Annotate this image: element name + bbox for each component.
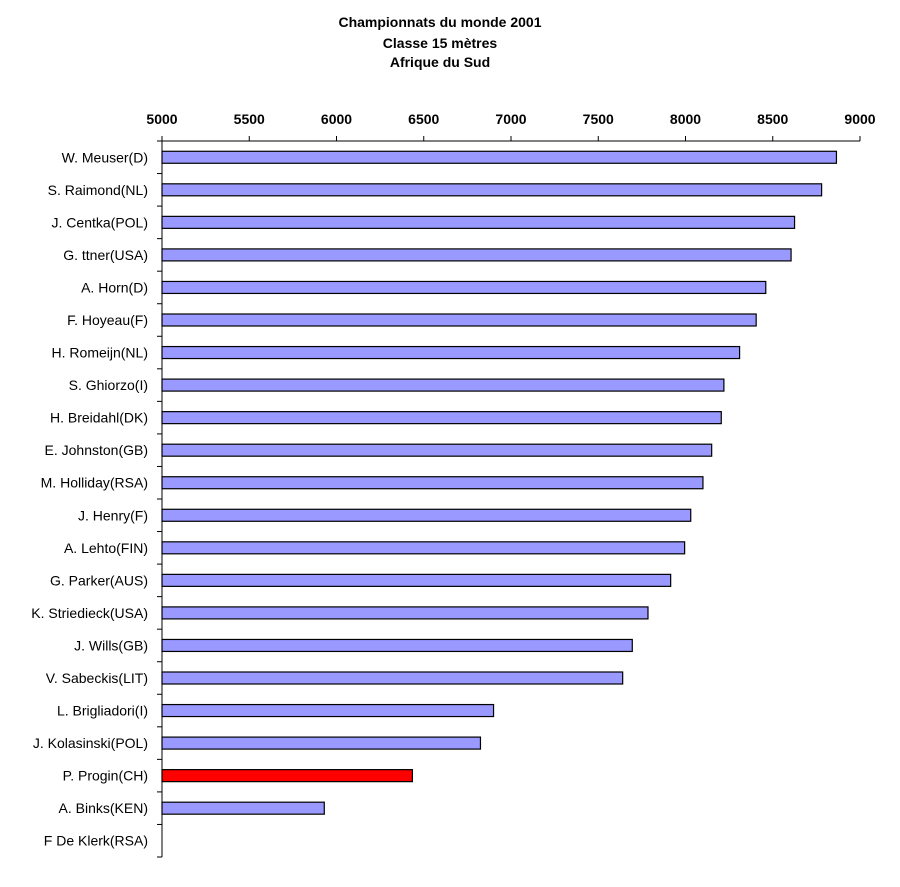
bar: [161, 313, 757, 327]
bar: [161, 150, 838, 164]
x-tick-label: 8500: [757, 111, 788, 127]
category-label: P. Progin(CH): [63, 768, 148, 784]
x-tick-label: 5500: [234, 111, 265, 127]
x-tick-label: 7000: [495, 111, 526, 127]
bar: [161, 411, 722, 425]
chart-title: Championnats du monde 2001: [338, 14, 542, 30]
bar: [161, 508, 692, 522]
category-label: A. Horn(D): [81, 279, 148, 295]
category-label: M. Holliday(RSA): [41, 475, 148, 491]
chart-subtitle-2: Afrique du Sud: [389, 54, 491, 70]
category-label: G. Parker(AUS): [50, 572, 148, 588]
highlighted-bar: [161, 769, 414, 783]
x-tick-label: 6500: [408, 111, 439, 127]
bar: [161, 541, 686, 555]
bar: [161, 638, 633, 653]
category-label: J. Centka(POL): [52, 214, 148, 230]
category-label: J. Wills(GB): [74, 637, 148, 653]
chart-subtitle: Classe 15 mètres: [382, 35, 498, 51]
category-label: H. Romeijn(NL): [52, 345, 148, 361]
category-label: F De Klerk(RSA): [44, 833, 148, 849]
x-tick-label: 8000: [670, 111, 701, 127]
x-tick-label: 5000: [146, 111, 177, 127]
bar: [161, 443, 713, 457]
category-label: F. Hoyeau(F): [67, 312, 148, 328]
x-tick-label: 7500: [583, 111, 614, 127]
bar: [161, 671, 624, 685]
bar: [161, 248, 792, 262]
x-tick-label: 6000: [321, 111, 352, 127]
x-tick-label: 9000: [844, 111, 875, 127]
bar: [161, 736, 482, 750]
category-label: J. Kolasinski(POL): [33, 735, 148, 751]
category-label: G. ttner(USA): [63, 247, 148, 263]
category-label: L. Brigliadori(I): [57, 703, 148, 719]
category-label: K. Striedieck(USA): [31, 605, 148, 621]
category-label: E. Johnston(GB): [45, 442, 149, 458]
bar: [161, 378, 725, 392]
category-label: H. Breidahl(DK): [50, 410, 148, 426]
category-label: J. Henry(F): [78, 507, 148, 523]
category-label: S. Ghiorzo(I): [69, 377, 148, 393]
bar: [161, 703, 495, 718]
category-label: A. Lehto(FIN): [64, 540, 148, 556]
bar: [161, 573, 672, 587]
bar: [161, 215, 796, 229]
category-label: S. Raimond(NL): [48, 182, 148, 198]
category-label: A. Binks(KEN): [59, 800, 148, 816]
bar: [161, 183, 823, 197]
bar: [161, 476, 704, 490]
bar: [161, 606, 649, 620]
category-label: W. Meuser(D): [62, 149, 148, 165]
category-label: V. Sabeckis(LIT): [46, 670, 148, 686]
bar: [161, 801, 325, 815]
bar: [161, 345, 741, 360]
bar: [161, 280, 767, 295]
